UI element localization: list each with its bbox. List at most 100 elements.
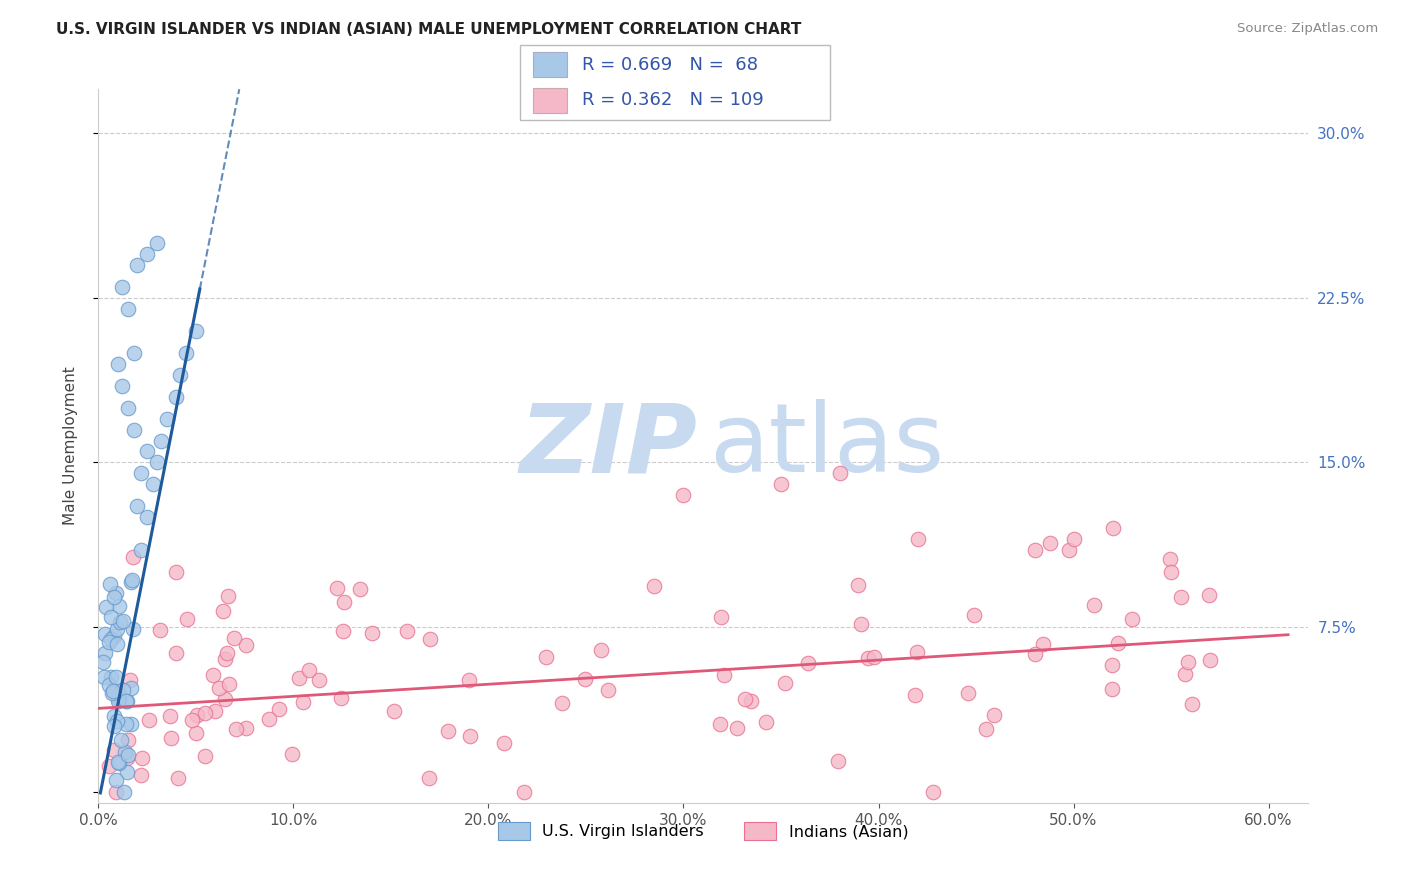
Point [1121, 612, 1143, 626]
Point [138, 713, 160, 727]
Point [710, 610, 733, 624]
Point [186, 708, 208, 723]
Text: ZIP: ZIP [519, 400, 697, 492]
Point [131, 543, 153, 558]
Point [176, 612, 198, 626]
Point [202, 668, 225, 682]
Point [110, 733, 132, 747]
Point [713, 668, 735, 682]
Point [131, 751, 153, 765]
Point [846, 578, 869, 592]
Point [105, 714, 128, 728]
Point [513, 785, 536, 799]
Text: Source: ZipAtlas.com: Source: ZipAtlas.com [1237, 22, 1378, 36]
Point [204, 704, 226, 718]
Point [194, 706, 217, 720]
Point [288, 671, 311, 685]
Point [122, 423, 145, 437]
Point [214, 691, 236, 706]
Point [217, 589, 239, 603]
Point [589, 643, 612, 657]
Point [97, 678, 120, 692]
Point [643, 579, 665, 593]
Point [100, 632, 122, 646]
Point [108, 599, 131, 613]
Point [127, 500, 149, 514]
Point [111, 378, 134, 392]
Point [93, 646, 115, 660]
Point [905, 645, 928, 659]
Point [111, 280, 134, 294]
Point [91, 655, 114, 669]
Point [159, 708, 181, 723]
Point [1057, 543, 1080, 558]
Point [122, 550, 145, 565]
Point [218, 677, 240, 691]
Point [458, 673, 481, 687]
Point [755, 714, 778, 729]
Legend: U.S. Virgin Islanders, Indians (Asian): U.S. Virgin Islanders, Indians (Asian) [489, 814, 917, 848]
Point [963, 607, 986, 622]
Point [108, 615, 131, 629]
Point [291, 696, 314, 710]
Point [93, 670, 115, 684]
Point [159, 731, 181, 745]
Point [1024, 647, 1046, 661]
Point [107, 688, 129, 702]
Point [100, 670, 122, 684]
Point [114, 745, 136, 759]
Point [1101, 681, 1123, 696]
Point [235, 638, 257, 652]
Point [181, 713, 204, 727]
Point [103, 743, 125, 757]
Point [395, 624, 418, 639]
Point [117, 748, 139, 763]
Text: atlas: atlas [709, 400, 945, 492]
Point [332, 624, 354, 638]
Point [1181, 697, 1204, 711]
Point [326, 581, 349, 595]
Point [120, 681, 142, 695]
Point [1198, 588, 1220, 602]
Point [828, 467, 851, 481]
Point [112, 784, 135, 798]
Point [169, 368, 191, 382]
Point [740, 693, 762, 707]
Point [598, 682, 620, 697]
Point [1024, 543, 1046, 558]
Point [983, 708, 1005, 723]
Point [149, 434, 172, 448]
Point [107, 691, 129, 706]
Y-axis label: Male Unemployment: Male Unemployment [63, 367, 77, 525]
Point [1083, 598, 1105, 612]
Point [107, 755, 129, 769]
Point [298, 663, 321, 677]
Point [165, 646, 187, 660]
Point [103, 709, 125, 723]
Point [827, 754, 849, 768]
Point [105, 773, 128, 788]
Point [103, 719, 125, 733]
Point [863, 649, 886, 664]
FancyBboxPatch shape [533, 87, 567, 112]
Point [1170, 591, 1192, 605]
Point [534, 650, 557, 665]
Point [1174, 667, 1197, 681]
Point [360, 626, 382, 640]
Point [131, 467, 153, 481]
Point [121, 622, 143, 636]
Point [1177, 655, 1199, 669]
Point [156, 411, 179, 425]
Point [308, 673, 330, 688]
Point [117, 401, 139, 415]
Point [382, 705, 405, 719]
Point [105, 622, 128, 636]
Point [193, 748, 215, 763]
FancyBboxPatch shape [520, 45, 830, 120]
Point [419, 632, 441, 647]
Point [105, 637, 128, 651]
Point [136, 510, 159, 524]
Point [214, 652, 236, 666]
Point [122, 345, 145, 359]
Point [709, 716, 731, 731]
